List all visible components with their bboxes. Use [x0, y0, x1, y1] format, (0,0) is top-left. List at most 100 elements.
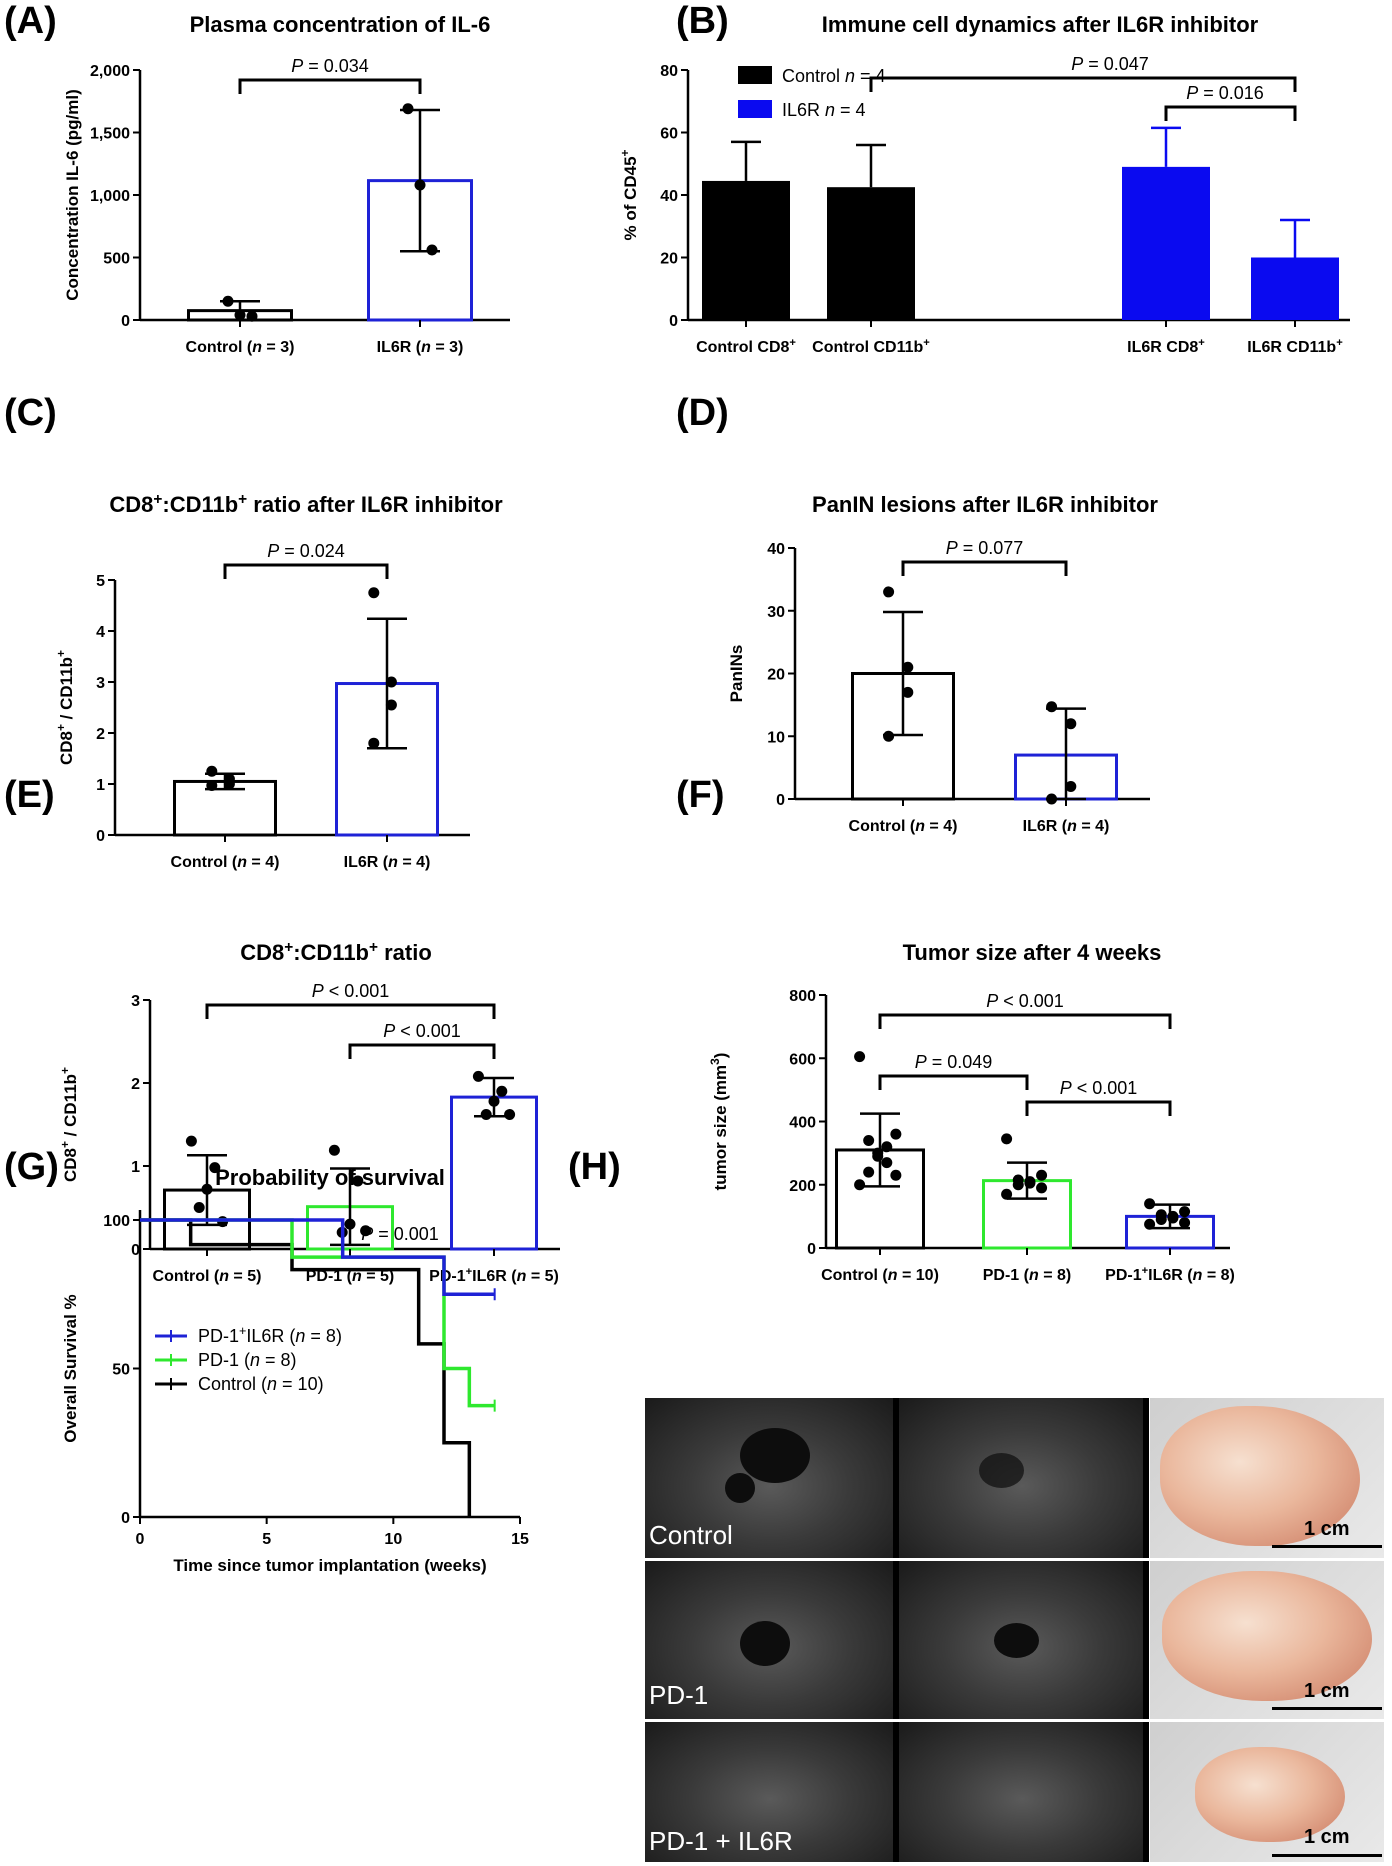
legend-swatch	[738, 66, 772, 84]
row-label-pd1-il6r: PD-1 + IL6R	[649, 1826, 793, 1856]
y-tick-label: 100	[103, 1213, 130, 1230]
data-point	[206, 780, 218, 792]
data-point	[1024, 1177, 1036, 1189]
y-tick-label: 2	[131, 1076, 140, 1093]
p-value-label: P = 0.016	[1186, 83, 1264, 103]
p-value-label: P < 0.001	[383, 1021, 461, 1041]
category-label: PD-1 (n = 8)	[983, 1267, 1071, 1284]
p-value-label: P < 0.001	[312, 981, 390, 1001]
data-point	[902, 661, 914, 673]
y-tick-label: 3	[131, 993, 140, 1010]
ultrasound-image	[645, 1722, 895, 1862]
x-tick-label: 0	[136, 1531, 145, 1548]
chart-title: Immune cell dynamics after IL6R inhibito…	[822, 12, 1259, 37]
chart-title: CD8+:CD11b+ ratio	[240, 939, 432, 966]
data-point	[402, 103, 414, 115]
data-point	[1144, 1198, 1156, 1210]
data-point	[193, 1202, 205, 1213]
legend-label: IL6R n = 4	[782, 100, 866, 120]
data-point	[488, 1095, 500, 1107]
data-point	[902, 686, 914, 698]
y-tick-label: 2	[96, 726, 105, 743]
category-label: PD-1 (n = 5)	[306, 1268, 394, 1285]
ultrasound-image	[899, 1398, 1145, 1558]
category-label: IL6R (n = 4)	[344, 854, 431, 871]
data-point	[1036, 1169, 1048, 1181]
category-label: Control (n = 3)	[186, 339, 295, 356]
data-point	[1012, 1179, 1024, 1191]
y-axis-label: CD8+ / CD11b+	[54, 650, 76, 765]
category-label: Control (n = 4)	[849, 818, 958, 835]
data-point	[1046, 793, 1058, 805]
category-label: Control (n = 4)	[171, 854, 280, 871]
y-tick-label: 600	[789, 1051, 816, 1068]
bar	[702, 180, 790, 320]
y-axis-label: tumor size (mm3)	[708, 1053, 730, 1191]
survival-line	[140, 1218, 472, 1517]
data-point	[496, 1085, 508, 1097]
significance-bracket	[348, 1043, 496, 1059]
data-point	[222, 295, 234, 307]
scale-bar	[1272, 1707, 1382, 1710]
legend-label: Control n = 4	[782, 66, 886, 86]
significance-bracket	[205, 1003, 496, 1019]
data-point	[368, 587, 380, 599]
data-point	[385, 676, 397, 688]
data-point	[1144, 1218, 1156, 1230]
data-point	[206, 765, 218, 777]
data-point	[1167, 1212, 1179, 1224]
significance-bracket	[238, 78, 422, 94]
p-value-label: P < 0.001	[1060, 1078, 1138, 1098]
bar	[1122, 166, 1210, 320]
y-tick-label: 500	[103, 251, 130, 268]
panel-label-b: (B)	[676, 0, 729, 42]
tumor-photo	[1150, 1398, 1384, 1558]
y-axis-label: Overall Survival %	[61, 1294, 80, 1442]
category-label: IL6R CD11b+	[1247, 337, 1343, 356]
data-point	[1155, 1214, 1167, 1226]
category-label: IL6R (n = 3)	[377, 339, 464, 356]
x-tick-label: 5	[262, 1531, 271, 1548]
y-axis-label: PanINs	[727, 645, 746, 703]
ultrasound-image	[645, 1561, 895, 1719]
p-value-label: P = 0.001	[361, 1224, 439, 1244]
row-label-pd1: PD-1	[649, 1680, 709, 1710]
y-tick-label: 0	[96, 828, 105, 845]
y-tick-label: 40	[660, 188, 678, 205]
y-tick-label: 0	[807, 1241, 816, 1258]
row-label-control: Control	[649, 1520, 733, 1550]
panel-label-c: (C)	[4, 392, 57, 434]
category-label: Control (n = 5)	[153, 1268, 262, 1285]
chart-title: Tumor size after 4 weeks	[903, 940, 1162, 965]
data-point	[368, 737, 380, 749]
y-tick-label: 400	[789, 1115, 816, 1132]
data-point	[344, 1218, 356, 1230]
y-tick-label: 0	[131, 1242, 140, 1259]
data-point	[185, 1135, 197, 1147]
y-axis-label: % of CD45+	[618, 149, 640, 240]
significance-bracket	[878, 1013, 1172, 1029]
data-point	[854, 1179, 866, 1191]
p-value-label: P = 0.049	[915, 1052, 993, 1072]
data-point	[472, 1070, 484, 1082]
legend-label: Control (n = 10)	[198, 1374, 324, 1394]
panel-label-f: (F)	[676, 774, 725, 816]
category-label: IL6R (n = 4)	[1023, 818, 1110, 835]
y-tick-label: 800	[789, 988, 816, 1005]
y-tick-label: 1	[131, 1159, 140, 1176]
y-tick-label: 50	[112, 1362, 130, 1379]
data-point	[328, 1144, 340, 1156]
legend-label: PD-1+IL6R (n = 8)	[198, 1324, 342, 1346]
legend-swatch	[738, 100, 772, 118]
x-tick-label: 10	[384, 1531, 402, 1548]
y-axis-label: CD8+ / CD11b+	[58, 1067, 80, 1182]
tumor-photo	[1150, 1722, 1384, 1862]
data-point	[883, 730, 895, 742]
significance-bracket	[1164, 105, 1297, 121]
y-tick-label: 0	[121, 313, 130, 330]
